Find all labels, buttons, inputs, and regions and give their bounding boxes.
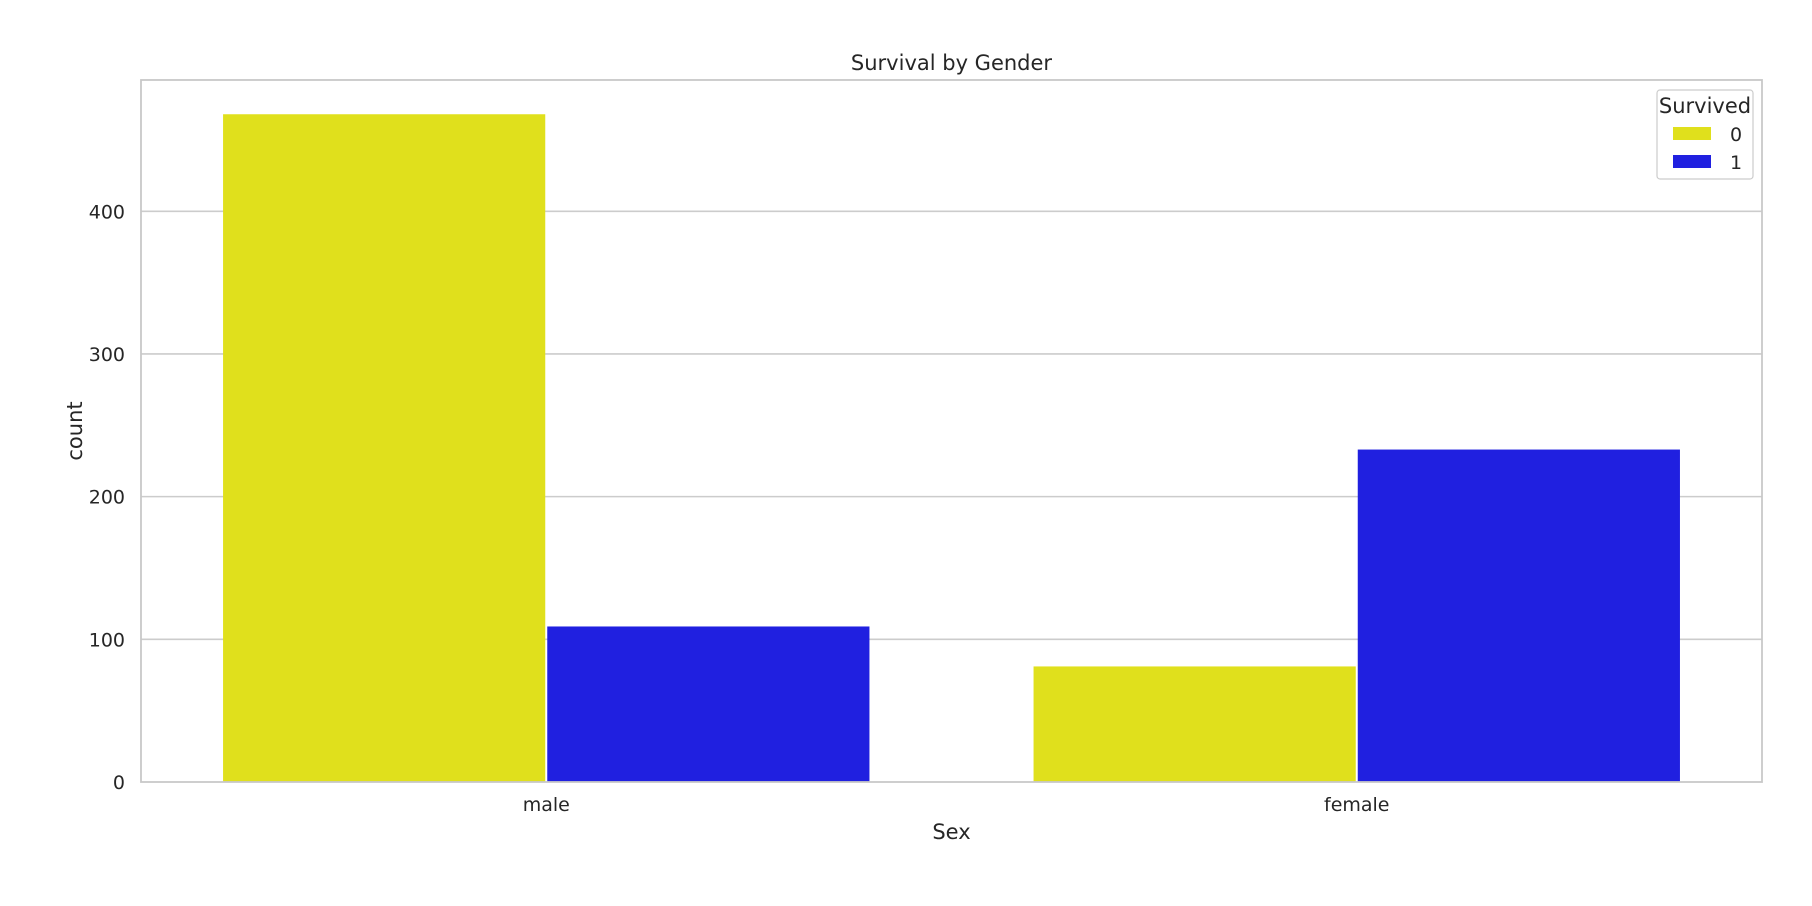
y-tick-label: 200: [89, 487, 125, 509]
legend-swatch-1: [1673, 155, 1711, 168]
bar-female-survived-0: [1033, 666, 1356, 782]
y-tick-labels: 0 100 200 300 400: [89, 201, 125, 794]
x-tick-label: male: [523, 794, 570, 816]
y-tick-label: 0: [113, 772, 125, 794]
legend-title: Survived: [1659, 94, 1751, 118]
chart-title: Survival by Gender: [851, 51, 1053, 75]
x-tick-labels: male female: [523, 794, 1390, 816]
plot-frame: [140, 79, 1763, 783]
bar-male-survived-1: [547, 626, 870, 782]
bar-female-survived-1: [1357, 449, 1680, 782]
x-tick-label: female: [1324, 794, 1390, 816]
bar-male-survived-0: [223, 114, 546, 783]
x-axis-label: Sex: [932, 820, 970, 844]
y-axis-label: count: [63, 401, 87, 460]
legend-swatch-0: [1673, 127, 1711, 140]
legend: Survived 0 1: [1656, 89, 1754, 180]
legend-label-0: 0: [1730, 124, 1742, 146]
y-tick-label: 400: [89, 201, 125, 223]
legend-label-1: 1: [1730, 152, 1742, 174]
y-tick-label: 300: [89, 344, 125, 366]
bars: [223, 114, 1680, 783]
y-tick-label: 100: [89, 629, 125, 651]
